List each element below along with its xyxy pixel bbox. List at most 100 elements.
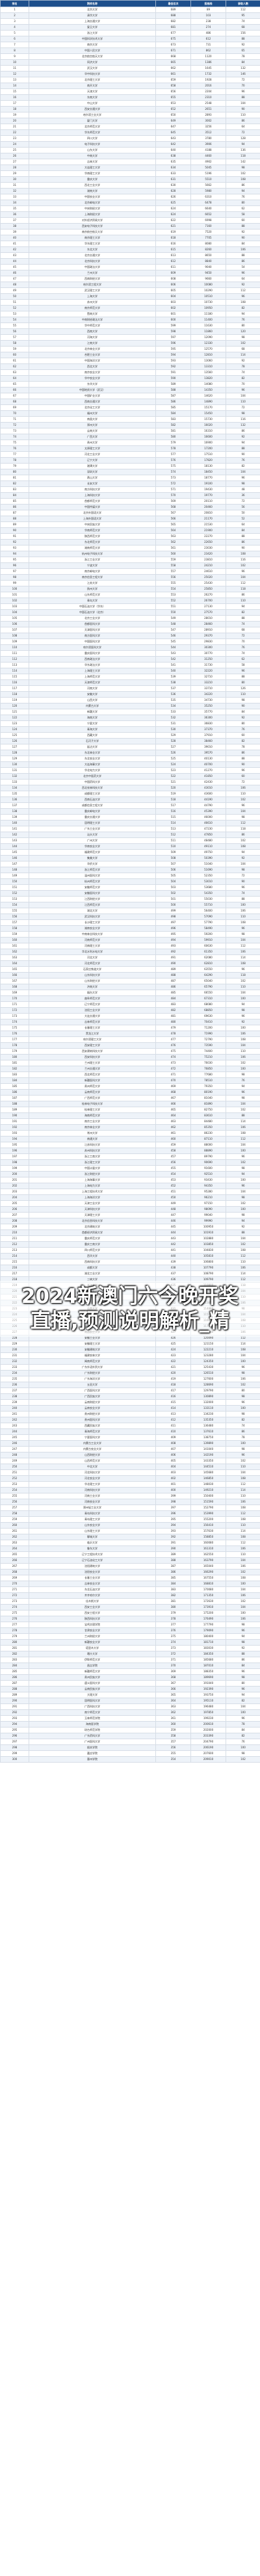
table-row: 178 西安理工大学 476 73590 104 xyxy=(0,1042,260,1049)
cell-admitted: 74 xyxy=(226,650,260,657)
cell-min-rank: 452 xyxy=(155,1183,191,1189)
cell-min-rank: 592 xyxy=(155,363,191,370)
cell-rank: 136 xyxy=(0,796,29,803)
table-row: 110 哈尔滨医科大学 544 30300 76 xyxy=(0,644,260,651)
cell-admitted: 104 xyxy=(226,1604,260,1610)
cell-admitted: 110 xyxy=(226,112,260,118)
cell-min-rank: 586 xyxy=(155,399,191,405)
cell-school-name: 上海海事大学 xyxy=(29,1177,156,1183)
cell-school-name: 昆明医科大学 xyxy=(29,1698,156,1704)
cell-score-line: 207600 xyxy=(190,1750,226,1757)
cell-min-rank: 583 xyxy=(155,416,191,423)
cell-school-name: 天津医科大学 xyxy=(29,627,156,633)
cell-admitted: 86 xyxy=(226,428,260,434)
cell-school-name: 湘潭大学 xyxy=(29,463,156,469)
cell-score-line: 23420 xyxy=(190,551,226,557)
cell-rank: 9 xyxy=(0,53,29,60)
cell-rank: 131 xyxy=(0,767,29,774)
cell-school-name: 广东外语外贸大学 xyxy=(29,1364,156,1371)
cell-score-line: 486 xyxy=(190,30,226,36)
cell-min-rank: 391 xyxy=(155,1540,191,1546)
table-row: 292 南宁师范大学 362 197850 100 xyxy=(0,1709,260,1716)
cell-rank: 117 xyxy=(0,685,29,692)
cell-score-line: 5662 xyxy=(190,182,226,189)
table-row: 55 华中师范大学 599 11630 80 xyxy=(0,322,260,329)
cell-school-name: 兰州财经大学 xyxy=(29,1633,156,1640)
cell-min-rank: 550 xyxy=(155,609,191,616)
cell-score-line: 1732 xyxy=(190,71,226,77)
cell-rank: 25 xyxy=(0,147,29,153)
cell-score-line: 136480 xyxy=(190,1423,226,1429)
cell-school-name: 苏州大学 xyxy=(29,299,156,306)
cell-school-name: 贵州师范大学 xyxy=(29,1083,156,1090)
table-row: 122 海南大学 532 36300 92 xyxy=(0,715,260,721)
cell-rank: 206 xyxy=(0,1206,29,1213)
cell-rank: 112 xyxy=(0,656,29,663)
cell-admitted: 98 xyxy=(226,1446,260,1452)
cell-min-rank: 399 xyxy=(155,1493,191,1499)
table-row: 193 常州大学 461 86230 108 xyxy=(0,1130,260,1137)
cell-admitted: 128 xyxy=(226,135,260,142)
cell-rank: 46 xyxy=(0,270,29,276)
cell-admitted: 94 xyxy=(226,1633,260,1640)
cell-school-name: 河南师范大学 xyxy=(29,937,156,943)
cell-rank: 255 xyxy=(0,1493,29,1499)
cell-admitted: 102 xyxy=(226,796,260,803)
cell-score-line: 53010 xyxy=(190,878,226,885)
cell-admitted: 96 xyxy=(226,1183,260,1189)
cell-school-name: 上海师范大学 xyxy=(29,674,156,680)
cell-school-name: 河南工业大学 xyxy=(29,1493,156,1499)
cell-admitted: 98 xyxy=(226,1750,260,1757)
cell-school-name: 中国医科大学 xyxy=(29,638,156,645)
table-row: 56 西南大学 598 11860 120 xyxy=(0,328,260,335)
cell-rank: 31 xyxy=(0,182,29,189)
cell-score-line: 92510 xyxy=(190,1171,226,1177)
cell-school-name: 北京信息科技大学 xyxy=(29,1218,156,1224)
cell-admitted: 98 xyxy=(226,867,260,873)
cell-admitted: 88 xyxy=(226,445,260,452)
cell-rank: 247 xyxy=(0,1446,29,1452)
cell-school-name: 武汉科技大学 xyxy=(29,913,156,920)
cell-rank: 8 xyxy=(0,47,29,54)
cell-school-name: 浙江大学 xyxy=(29,30,156,36)
cell-school-name: 中国人民大学 xyxy=(29,47,156,54)
table-row: 206 天津科技大学 448 98090 100 xyxy=(0,1206,260,1213)
cell-admitted: 96 xyxy=(226,1364,260,1371)
cell-school-name: 天津师范大学 xyxy=(29,679,156,686)
cell-rank: 66 xyxy=(0,387,29,393)
cell-admitted: 74 xyxy=(226,1423,260,1429)
table-row: 23 四川大学 643 3780 128 xyxy=(0,135,260,142)
cell-rank: 56 xyxy=(0,328,29,335)
cell-school-name: 首都师范大学 xyxy=(29,498,156,505)
cell-score-line: 40700 xyxy=(190,761,226,768)
cell-admitted: 86 xyxy=(226,118,260,124)
cell-admitted: 36 xyxy=(226,492,260,499)
cell-admitted: 112 xyxy=(226,580,260,586)
cell-score-line: 32710 xyxy=(190,674,226,680)
cell-min-rank: 372 xyxy=(155,1651,191,1657)
cell-rank: 278 xyxy=(0,1627,29,1634)
cell-rank: 186 xyxy=(0,1089,29,1096)
cell-min-rank: 544 xyxy=(155,644,191,651)
cell-min-rank: 503 xyxy=(155,884,191,891)
cell-school-name: 中国石油大学（华东） xyxy=(29,603,156,610)
cell-admitted: 98 xyxy=(226,1212,260,1218)
cell-admitted: 112 xyxy=(226,1136,260,1142)
cell-admitted: 96 xyxy=(226,1399,260,1406)
cell-admitted: 112 xyxy=(226,7,260,13)
cell-school-name: 江苏科技大学 xyxy=(29,1142,156,1148)
cell-rank: 48 xyxy=(0,282,29,288)
cell-min-rank: 665 xyxy=(155,59,191,66)
cell-score-line: 172630 xyxy=(190,1598,226,1605)
cell-school-name: 石河子大学 xyxy=(29,738,156,744)
cell-rank: 27 xyxy=(0,159,29,165)
cell-min-rank: 437 xyxy=(155,1270,191,1277)
table-row: 168 济南大学 486 65790 110 xyxy=(0,984,260,990)
cell-min-rank: 410 xyxy=(155,1428,191,1435)
cell-min-rank: 383 xyxy=(155,1586,191,1593)
cell-school-name: 中央财经大学 xyxy=(29,205,156,212)
cell-school-name: 电子科技大学 xyxy=(29,141,156,148)
cell-school-name: 北京理工大学 xyxy=(29,77,156,83)
cell-school-name: 苏州科技大学 xyxy=(29,1148,156,1154)
table-row: 255 河南工业大学 399 150400 110 xyxy=(0,1493,260,1499)
